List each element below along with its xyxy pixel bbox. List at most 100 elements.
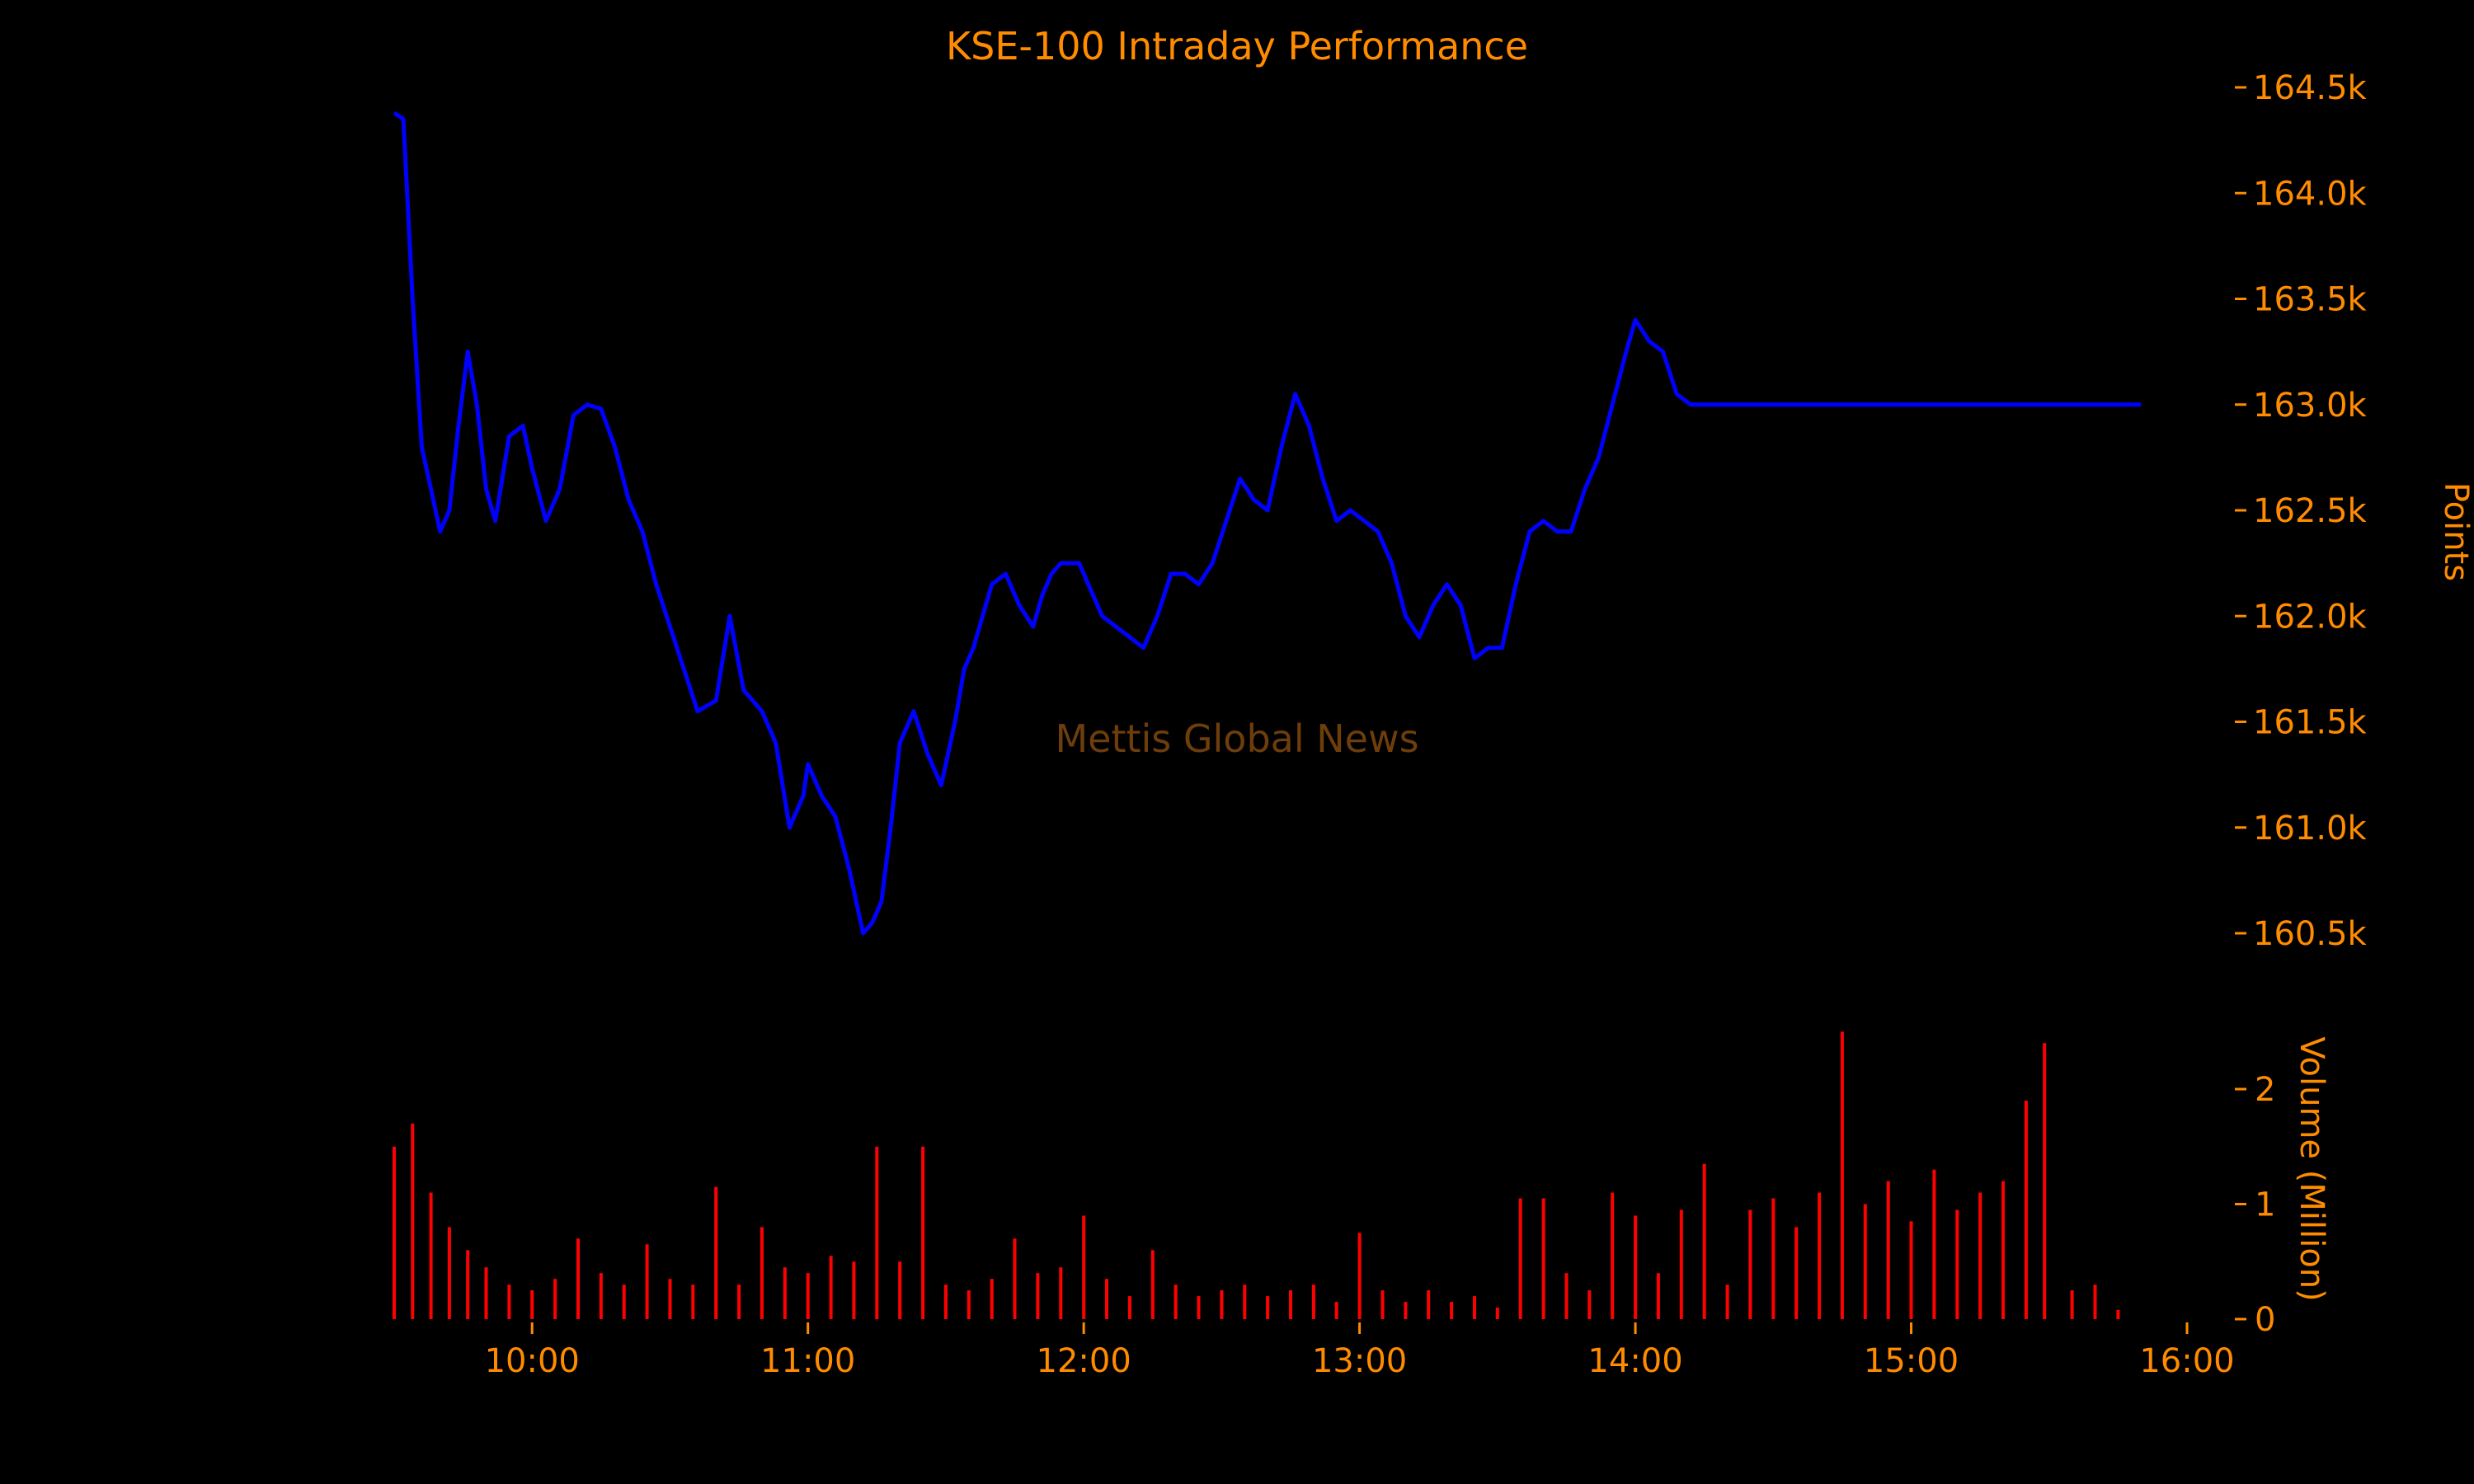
volume-bar xyxy=(1818,1192,1822,1319)
volume-bar xyxy=(622,1284,626,1319)
volume-bar xyxy=(967,1290,971,1319)
volume-bar xyxy=(1036,1273,1040,1319)
volume-bar xyxy=(576,1238,580,1319)
volume-bar xyxy=(806,1273,810,1319)
watermark: Mettis Global News xyxy=(1055,716,1418,761)
volume-bar xyxy=(1541,1198,1545,1319)
volume-bar xyxy=(2093,1284,2097,1319)
volume-bar xyxy=(1978,1192,1982,1319)
volume-bar xyxy=(1748,1209,1752,1319)
volume-bar xyxy=(1150,1250,1155,1319)
volume-bar xyxy=(1427,1290,1431,1319)
volume-bar xyxy=(429,1192,433,1319)
volume-y-axis: 0 1 2 xyxy=(2235,1071,2275,1339)
volume-bar xyxy=(1266,1296,1270,1319)
volume-bar xyxy=(2043,1043,2047,1319)
volume-bar xyxy=(1634,1215,1638,1319)
volume-bar xyxy=(2001,1181,2005,1319)
x-axis: 10:00 11:00 12:00 13:00 14:00 15:00 16:00 xyxy=(485,1322,2235,1380)
volume-bar xyxy=(1380,1290,1385,1319)
volume-bar xyxy=(714,1186,718,1319)
volume-bar xyxy=(760,1227,764,1319)
volume-bar xyxy=(1404,1302,1408,1319)
price-y-axis-label: Points xyxy=(2437,482,2474,581)
volume-bar xyxy=(1656,1273,1660,1319)
volume-bar xyxy=(1955,1209,1959,1319)
volume-bar xyxy=(2024,1101,2028,1319)
x-tick-label: 14:00 xyxy=(1587,1342,1682,1380)
price-y-tick-label: 161.5k xyxy=(2253,704,2368,742)
volume-bar xyxy=(1243,1284,1247,1319)
volume-bar xyxy=(599,1273,603,1319)
price-y-tick-label: 163.5k xyxy=(2253,281,2368,319)
price-panel: 160.5k 161.0k 161.5k 162.0k 162.5k 163.0k 163.… xyxy=(393,69,2474,953)
volume-bar xyxy=(447,1227,451,1319)
volume-bar xyxy=(1794,1227,1799,1319)
volume-bar xyxy=(829,1256,833,1319)
volume-bar xyxy=(1311,1284,1315,1319)
volume-bar xyxy=(1932,1169,1936,1319)
volume-bar xyxy=(1518,1198,1522,1319)
volume-bar xyxy=(1564,1273,1569,1319)
chart-title: KSE-100 Intraday Performance xyxy=(946,24,1528,68)
volume-bar xyxy=(645,1244,649,1319)
volume-bar xyxy=(1702,1163,1706,1319)
price-series-line xyxy=(393,110,2142,936)
price-y-tick-label: 164.5k xyxy=(2253,69,2368,107)
volume-bar xyxy=(507,1284,511,1319)
price-y-tick-label: 161.0k xyxy=(2253,810,2368,848)
volume-bar xyxy=(1473,1296,1476,1319)
volume-bar xyxy=(1863,1204,1867,1319)
volume-bar xyxy=(943,1284,948,1319)
volume-bar xyxy=(484,1267,488,1319)
volume-bar xyxy=(1357,1233,1362,1319)
volume-bar xyxy=(1909,1221,1913,1319)
volume-bar xyxy=(1220,1290,1224,1319)
volume-y-tick-label: 0 xyxy=(2255,1301,2275,1339)
volume-bar xyxy=(783,1267,787,1319)
volume-panel: 0 1 2 Volume (Million) 10:00 11:00 12:00 13:0… xyxy=(393,1031,2331,1380)
price-y-axis: 160.5k 161.0k 161.5k 162.0k 162.5k 163.0k 163.… xyxy=(2235,69,2368,953)
volume-bar xyxy=(1105,1279,1108,1319)
price-y-tick-label: 164.0k xyxy=(2253,175,2368,213)
x-tick-label: 10:00 xyxy=(485,1342,580,1380)
volume-bars xyxy=(393,1031,2120,1320)
x-tick-label: 12:00 xyxy=(1037,1342,1131,1380)
volume-bar xyxy=(1725,1284,1729,1319)
volume-bar xyxy=(1495,1308,1499,1319)
volume-bar xyxy=(1127,1296,1131,1319)
x-tick-label: 11:00 xyxy=(760,1342,855,1380)
volume-bar xyxy=(530,1290,534,1319)
volume-bar xyxy=(737,1284,741,1319)
x-tick-label: 15:00 xyxy=(1864,1342,1959,1380)
volume-bar xyxy=(898,1261,902,1320)
volume-y-axis-label: Volume (Million) xyxy=(2293,1036,2331,1301)
volume-bar xyxy=(1059,1267,1063,1319)
volume-bar xyxy=(1679,1209,1683,1319)
volume-bar xyxy=(1082,1215,1086,1319)
volume-bar xyxy=(2116,1309,2120,1319)
volume-bar xyxy=(668,1279,672,1319)
volume-bar xyxy=(1611,1192,1615,1319)
volume-bar xyxy=(1587,1290,1592,1319)
volume-bar xyxy=(466,1250,470,1319)
volume-bar xyxy=(1886,1181,1890,1319)
volume-bar xyxy=(411,1123,415,1319)
volume-bar xyxy=(875,1146,879,1320)
volume-bar xyxy=(990,1279,994,1319)
volume-bar xyxy=(1840,1031,1844,1320)
volume-bar xyxy=(1197,1296,1201,1319)
volume-bar xyxy=(1771,1198,1776,1319)
volume-bar xyxy=(1334,1302,1338,1319)
price-y-tick-label: 163.0k xyxy=(2253,387,2368,425)
volume-bar xyxy=(1174,1284,1178,1319)
volume-bar xyxy=(852,1261,856,1320)
volume-bar xyxy=(553,1279,557,1319)
x-tick-label: 16:00 xyxy=(2139,1342,2234,1380)
volume-y-tick-label: 1 xyxy=(2255,1186,2275,1224)
volume-bar xyxy=(393,1146,396,1320)
volume-bar xyxy=(691,1284,695,1319)
price-y-tick-label: 162.0k xyxy=(2253,598,2368,636)
volume-bar xyxy=(2070,1290,2074,1319)
